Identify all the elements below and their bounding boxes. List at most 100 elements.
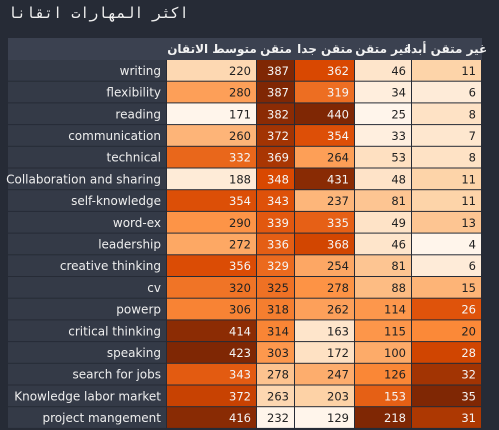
heatmap-cell [355, 342, 411, 363]
row-label: project mangement [43, 411, 162, 425]
heatmap-cell [167, 385, 256, 407]
heatmap-cell [355, 277, 411, 298]
row-label: self-knowledge [71, 194, 161, 208]
heatmap-cell [167, 146, 256, 168]
chart-title: اكثر المهارات اتقانا [8, 4, 189, 22]
cell-value: 247 [327, 368, 349, 382]
cell-value: 172 [327, 346, 349, 360]
cell-value: 232 [267, 411, 289, 425]
cell-value: 35 [461, 389, 476, 403]
row-label-band [8, 363, 166, 385]
row-label-band [8, 211, 166, 233]
heatmap-cell [355, 363, 411, 385]
cell-value: 15 [461, 281, 476, 295]
row-label-band [8, 146, 166, 168]
cell-value: 335 [327, 216, 349, 230]
cell-value: 7 [469, 129, 476, 143]
heatmap-cell [295, 407, 354, 428]
heatmap-cell [167, 342, 256, 363]
row-label-band [8, 385, 166, 407]
row-label: technical [106, 151, 161, 165]
heatmap-cell [257, 233, 294, 255]
heatmap-cell [295, 60, 354, 81]
heatmap-cell [295, 277, 354, 298]
cell-value: 336 [267, 237, 289, 251]
heatmap-cell [257, 168, 294, 190]
heatmap-cell [257, 407, 294, 428]
heatmap-cell [257, 190, 294, 211]
cell-value: 8 [469, 151, 476, 165]
row-label-band [8, 255, 166, 276]
cell-value: 318 [267, 303, 289, 317]
heatmap-cell [412, 125, 481, 146]
cell-value: 25 [391, 107, 406, 121]
cell-value: 362 [327, 64, 349, 78]
heatmap-cell [412, 385, 481, 407]
cell-value: 33 [391, 129, 406, 143]
heatmap-cell [355, 125, 411, 146]
heatmap-cell [412, 255, 481, 276]
heatmap-cell [167, 125, 256, 146]
heatmap-cell [257, 81, 294, 103]
cell-value: 416 [229, 411, 251, 425]
cell-value: 329 [267, 259, 289, 273]
heatmap-cell [355, 60, 411, 81]
cell-value: 46 [391, 237, 406, 251]
cell-value: 11 [461, 194, 476, 208]
heatmap-cell [412, 211, 481, 233]
heatmap-cell [412, 168, 481, 190]
heatmap-cell [295, 385, 354, 407]
heatmap-cell [167, 60, 256, 81]
row-label: writing [120, 64, 161, 78]
heatmap-cell [355, 103, 411, 125]
heatmap-cell [355, 233, 411, 255]
heatmap-cell [295, 298, 354, 320]
heatmap-cell [355, 320, 411, 342]
heatmap-cell [167, 277, 256, 298]
cell-value: 272 [229, 237, 251, 251]
cell-value: 53 [391, 151, 406, 165]
row-label: search for jobs [72, 368, 161, 382]
cell-value: 114 [384, 303, 406, 317]
cell-value: 126 [384, 368, 406, 382]
cell-value: 115 [384, 324, 406, 338]
heatmap-cell [257, 342, 294, 363]
heatmap-cell [355, 146, 411, 168]
heatmap-cell [257, 146, 294, 168]
heatmap-cell [412, 363, 481, 385]
cell-value: 339 [267, 216, 289, 230]
cell-value: 320 [229, 281, 251, 295]
heatmap-cell [412, 277, 481, 298]
row-label-band [8, 125, 166, 146]
heatmap-cell [295, 233, 354, 255]
cell-value: 8 [469, 107, 476, 121]
row-label: creative thinking [60, 259, 161, 273]
cell-value: 369 [267, 151, 289, 165]
heatmap-cell [295, 168, 354, 190]
cell-value: 387 [267, 86, 289, 100]
row-label: Knowledge labor market [14, 389, 161, 403]
cell-value: 368 [327, 237, 349, 251]
cell-value: 332 [229, 151, 251, 165]
heatmap-cell [412, 320, 481, 342]
column-header: غير متقن [355, 42, 412, 56]
row-label: leadership [98, 237, 161, 251]
cell-value: 26 [461, 303, 476, 317]
heatmap-cell [412, 233, 481, 255]
cell-value: 218 [384, 411, 406, 425]
row-label-band [8, 277, 166, 298]
column-header: متوسط الاتقان [167, 42, 257, 57]
cell-value: 11 [461, 172, 476, 186]
heatmap-cell [412, 60, 481, 81]
heatmap-cell [257, 385, 294, 407]
cell-value: 260 [229, 129, 251, 143]
heatmap-cell [412, 342, 481, 363]
cell-value: 354 [327, 129, 349, 143]
heatmap-cell [257, 277, 294, 298]
cell-value: 290 [229, 216, 251, 230]
column-header: متقن [260, 42, 292, 56]
cell-value: 423 [229, 346, 251, 360]
cell-value: 278 [267, 368, 289, 382]
heatmap-cell [355, 81, 411, 103]
heatmap-cell [167, 190, 256, 211]
